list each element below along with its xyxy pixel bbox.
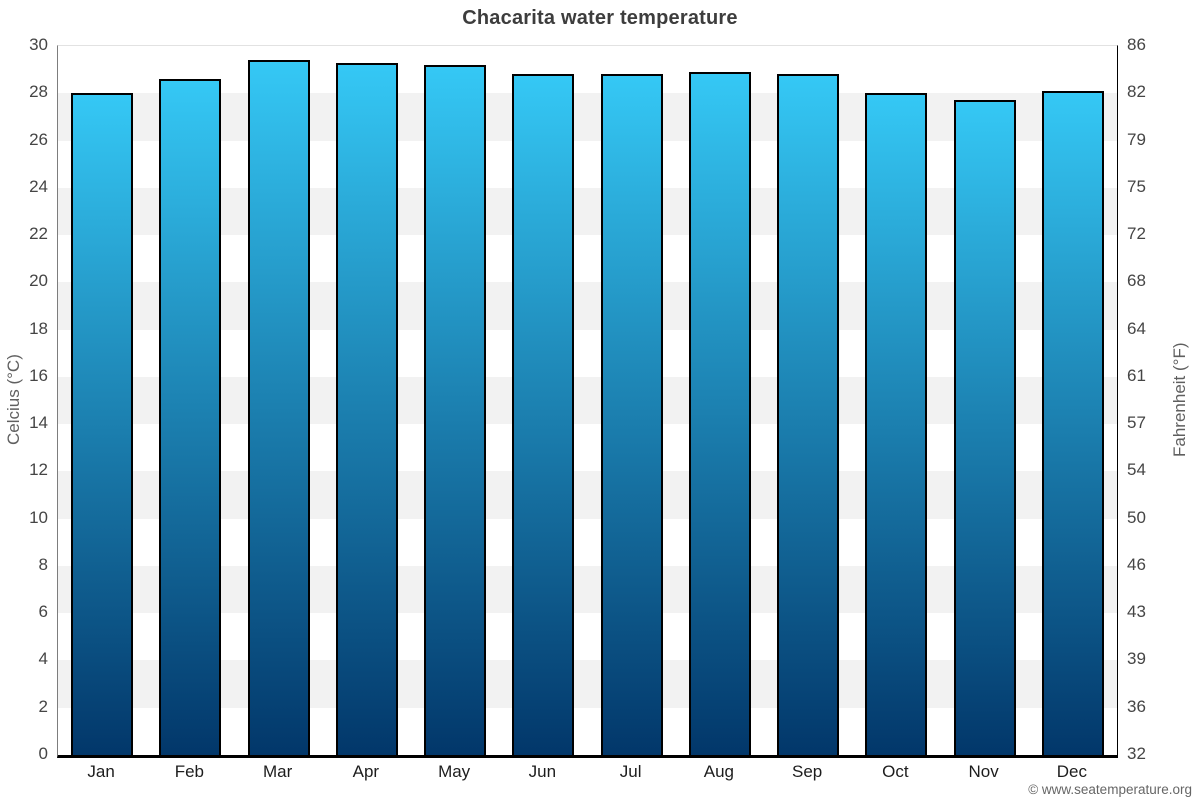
- celsius-axis-label: Celcius (°C): [4, 354, 23, 445]
- fahrenheit-tick: 68: [1127, 271, 1146, 291]
- month-label-sep: Sep: [792, 762, 823, 781]
- plot-band: [58, 376, 1117, 425]
- celsius-tick: 24: [29, 176, 48, 196]
- month-label-mar: Mar: [262, 762, 293, 781]
- celsius-tick: 12: [29, 460, 48, 480]
- fahrenheit-tick: 54: [1127, 460, 1146, 480]
- plot-area: [57, 45, 1118, 758]
- fahrenheit-tick: 46: [1127, 554, 1146, 574]
- month-label-oct: Oct: [882, 762, 909, 781]
- celsius-tick: 14: [29, 413, 48, 433]
- celsius-tick: 4: [38, 649, 48, 669]
- bar-oct[interactable]: [865, 93, 928, 755]
- plot-band: [58, 424, 1117, 472]
- celsius-tick: 6: [38, 602, 48, 622]
- bar-jul[interactable]: [600, 74, 663, 755]
- fahrenheit-tick: 82: [1127, 82, 1146, 102]
- fahrenheit-tick: 39: [1127, 649, 1146, 669]
- celsius-tick: 30: [29, 35, 48, 54]
- month-label-feb: Feb: [174, 762, 205, 781]
- fahrenheit-tick: 50: [1127, 507, 1146, 527]
- fahrenheit-tick: 86: [1127, 35, 1146, 54]
- plot-band: [58, 660, 1117, 708]
- fahrenheit-tick: 72: [1127, 224, 1146, 244]
- bar-mar[interactable]: [247, 60, 310, 755]
- celsius-tick: 2: [38, 696, 48, 716]
- celsius-tick: 22: [29, 224, 48, 244]
- plot-band: [58, 187, 1117, 236]
- plot-band: [58, 518, 1117, 566]
- fahrenheit-tick: 64: [1127, 318, 1146, 338]
- fahrenheit-tick: 79: [1127, 129, 1146, 149]
- bar-feb[interactable]: [159, 79, 222, 755]
- month-label-may: May: [438, 762, 471, 781]
- month-label-jan: Jan: [87, 762, 115, 781]
- copyright-notice: © www.seatemperature.org: [1028, 782, 1192, 797]
- celsius-tick: 8: [38, 554, 48, 574]
- bar-sep[interactable]: [777, 74, 840, 755]
- month-label-jul: Jul: [619, 762, 642, 781]
- plot-band: [58, 282, 1117, 330]
- month-label-dec: Dec: [1056, 762, 1087, 781]
- celsius-tick: 26: [29, 129, 48, 149]
- fahrenheit-tick: 43: [1127, 602, 1146, 622]
- bar-aug[interactable]: [688, 72, 751, 755]
- bar-jan[interactable]: [71, 93, 134, 755]
- plot-band: [58, 613, 1117, 661]
- bar-may[interactable]: [424, 64, 487, 755]
- fahrenheit-axis-label: Fahrenheit (°F): [1170, 342, 1189, 457]
- plot-band: [58, 46, 1117, 94]
- plot-band: [58, 140, 1117, 188]
- chart-title: Chacarita water temperature: [462, 7, 738, 29]
- bar-nov[interactable]: [953, 100, 1016, 755]
- month-label-apr: Apr: [352, 762, 380, 781]
- month-label-aug: Aug: [703, 762, 734, 781]
- fahrenheit-tick: 32: [1127, 744, 1146, 763]
- plot-band: [58, 93, 1117, 141]
- month-label-jun: Jun: [528, 762, 557, 781]
- bar-jun[interactable]: [512, 74, 575, 755]
- plot-band: [58, 707, 1117, 755]
- celsius-tick: 20: [29, 271, 48, 291]
- plot-band: [58, 565, 1117, 614]
- bar-apr[interactable]: [335, 62, 398, 755]
- plot-band: [58, 235, 1117, 283]
- celsius-tick: 18: [29, 318, 48, 338]
- fahrenheit-tick: 61: [1127, 365, 1146, 385]
- bar-dec[interactable]: [1041, 90, 1104, 755]
- fahrenheit-tick: 57: [1127, 413, 1146, 433]
- plot-band: [58, 471, 1117, 519]
- fahrenheit-tick: 36: [1127, 696, 1146, 716]
- celsius-tick: 10: [29, 507, 48, 527]
- month-label-nov: Nov: [968, 762, 999, 781]
- celsius-tick: 28: [29, 82, 48, 102]
- celsius-tick: 0: [38, 744, 48, 763]
- celsius-tick: 16: [29, 365, 48, 385]
- plot-band: [58, 329, 1117, 377]
- fahrenheit-tick: 75: [1127, 176, 1146, 196]
